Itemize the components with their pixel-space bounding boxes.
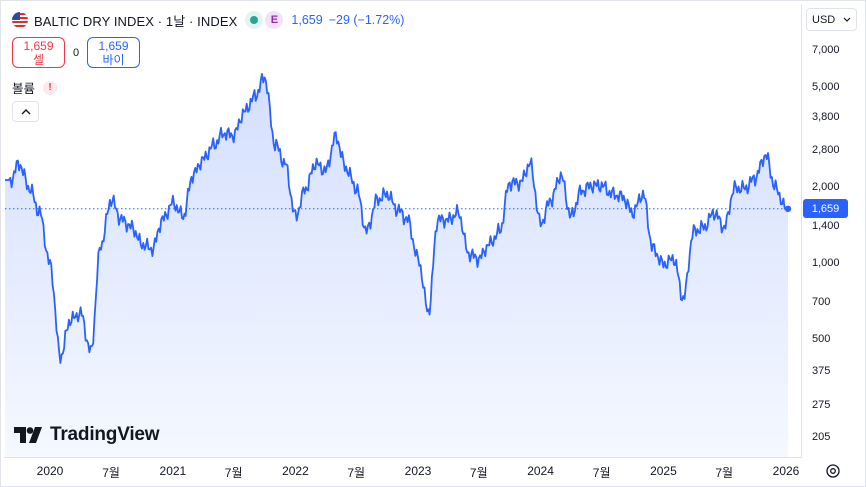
price-tick-label: 5,000	[812, 80, 840, 93]
warning-icon[interactable]: !	[43, 80, 58, 95]
time-tick-label: 2023	[404, 464, 432, 478]
time-tick-label: 7월	[224, 466, 243, 480]
time-tick-label: 2020	[36, 464, 64, 478]
time-tick-label: 2021	[159, 464, 187, 478]
us-flag-icon	[12, 12, 28, 28]
exchange-badge[interactable]: E	[265, 11, 284, 29]
logo-text: TradingView	[50, 424, 160, 445]
sell-button[interactable]: 1,659 셀	[12, 37, 65, 68]
time-tick-label: 2024	[527, 464, 554, 478]
symbol-legend[interactable]: BALTIC DRY INDEX · 1날 · INDEX E 1,659 −2…	[12, 10, 404, 30]
price-tick-label: 2,000	[812, 181, 840, 194]
time-tick-label: 2025	[650, 464, 677, 478]
trade-buttons: 1,659 셀 0 1,659 바이	[12, 37, 140, 68]
last-price-tag: 1,659	[803, 199, 848, 219]
legend-change: −29 (−1.72%)	[328, 13, 405, 27]
price-tick-label: 700	[812, 296, 831, 309]
currency-selector[interactable]: USD	[806, 8, 857, 31]
price-tick-label: 1,000	[812, 257, 840, 270]
market-status-icon[interactable]	[245, 11, 264, 29]
symbol-title[interactable]: BALTIC DRY INDEX · 1날 · INDEX	[34, 13, 238, 29]
price-tick-label: 205	[812, 431, 831, 443]
buy-label: 바이	[102, 52, 125, 67]
spread-value: 0	[72, 46, 80, 59]
volume-indicator[interactable]: 볼륨 !	[12, 78, 58, 97]
time-tick-label: 7월	[469, 466, 488, 480]
time-tick-label: 7월	[592, 466, 611, 480]
price-area-fill	[5, 73, 788, 458]
buy-button[interactable]: 1,659 바이	[87, 37, 140, 68]
price-tick-label: 1,400	[812, 220, 840, 233]
price-tick-label: 375	[812, 364, 831, 377]
tradingview-logo-icon	[14, 427, 42, 443]
last-price-marker	[784, 205, 792, 213]
time-tick-label: 7월	[347, 466, 366, 480]
currency-label: USD	[812, 13, 836, 26]
chevron-down-icon	[843, 17, 851, 22]
price-tick-label: 3,800	[812, 110, 840, 123]
time-tick-label: 7월	[102, 466, 120, 480]
price-tick-label: 275	[812, 398, 831, 411]
chevron-up-icon	[21, 109, 30, 115]
sell-price: 1,659	[23, 38, 54, 53]
legend-price: 1,659	[291, 13, 323, 27]
price-tick-label: 500	[812, 333, 831, 346]
plot-area[interactable]	[4, 4, 802, 458]
collapse-button[interactable]	[12, 101, 39, 122]
time-tick-label: 2026	[772, 464, 800, 478]
price-tick-label: 7,000	[812, 44, 840, 56]
time-tick-label: 7월	[715, 466, 734, 480]
tradingview-logo[interactable]: TradingView	[14, 424, 160, 446]
volume-label: 볼륨	[12, 82, 36, 96]
sell-label: 셀	[32, 52, 45, 67]
price-line	[5, 73, 789, 364]
buy-price: 1,659	[98, 38, 129, 53]
gear-icon[interactable]	[824, 462, 842, 480]
price-tick-label: 2,800	[812, 144, 840, 157]
time-tick-label: 2022	[282, 464, 309, 478]
